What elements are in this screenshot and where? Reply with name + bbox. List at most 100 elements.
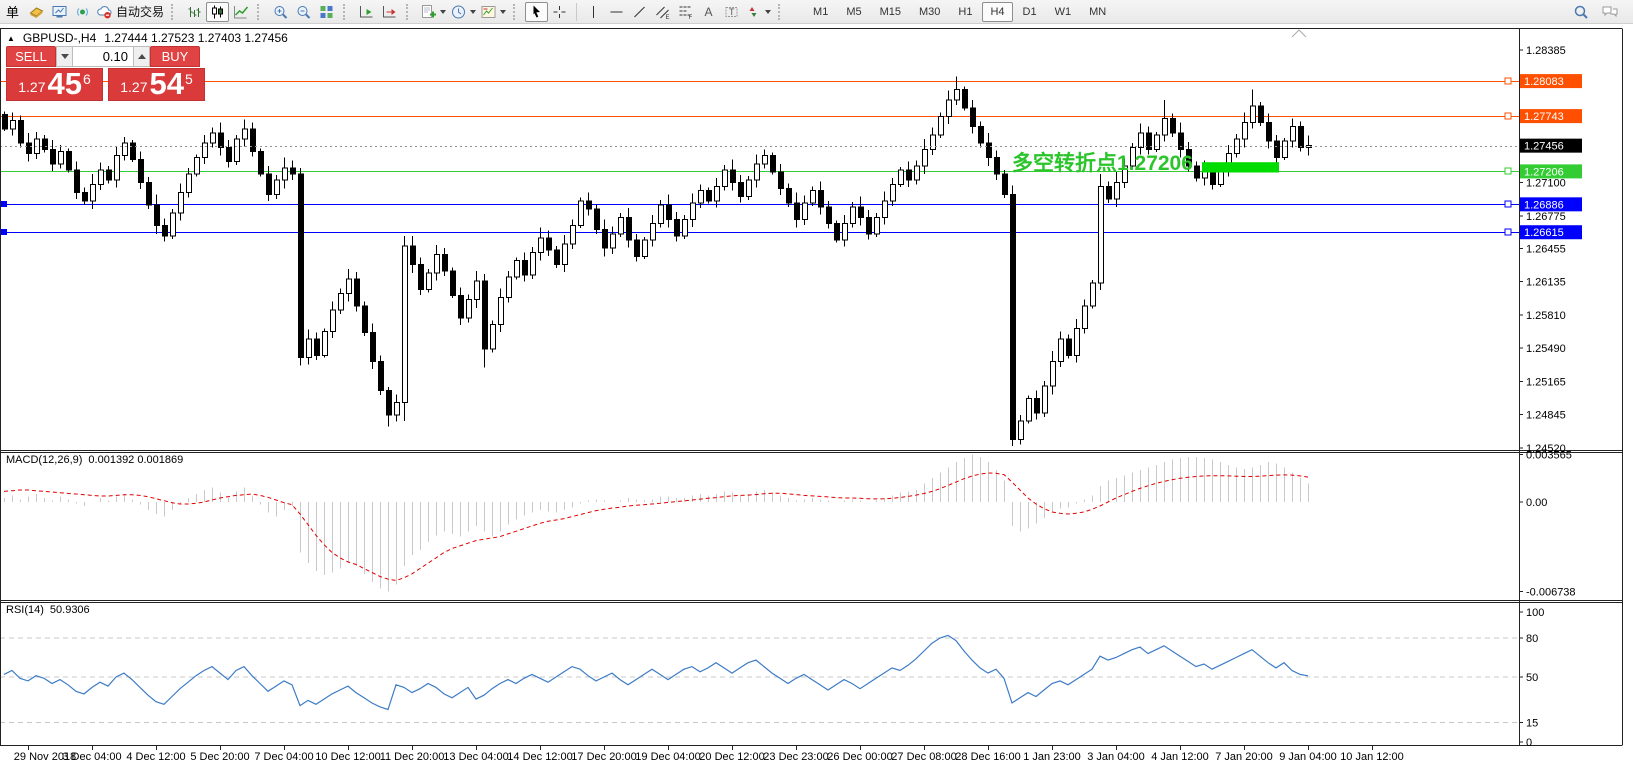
candle-body [722, 169, 728, 187]
timeframe-button-H4[interactable]: H4 [982, 1, 1013, 22]
new-order-button-label[interactable]: 单 [6, 5, 20, 20]
timeframe-button-W1[interactable]: W1 [1054, 5, 1072, 18]
candle-body [698, 190, 704, 204]
level-line-handle[interactable] [1504, 112, 1512, 120]
price-axis-label: 1.25490 [1526, 343, 1566, 355]
dropdown-caret-icon [500, 9, 507, 14]
level-line-handle[interactable] [1504, 77, 1512, 85]
level-line-handle[interactable] [1504, 167, 1512, 175]
auto-trading-cloud-icon [97, 5, 112, 18]
timeframe-button-M5[interactable]: M5 [846, 5, 862, 18]
candle-body [226, 146, 232, 163]
horizontal-line-tool-button[interactable] [605, 2, 628, 22]
candle-body [2, 113, 8, 130]
sell-button[interactable]: SELL [6, 46, 56, 67]
periods-button[interactable] [448, 2, 478, 22]
candle-body [754, 163, 760, 181]
candle-body [1114, 181, 1120, 200]
add-indicator-button[interactable] [418, 2, 448, 22]
line-chart-button[interactable] [229, 2, 252, 22]
candle-body [562, 243, 568, 266]
macd-indicator-label: MACD(12,26,9) 0.001392 0.001869 [6, 454, 183, 466]
candle-body [1010, 194, 1016, 441]
zoom-out-button[interactable] [292, 2, 315, 22]
level-line-handle[interactable] [1, 201, 7, 207]
level-line-handle[interactable] [1, 229, 7, 235]
horizontal-line-icon [610, 11, 623, 12]
crosshair-tool-button[interactable] [548, 2, 571, 22]
candle-body [114, 155, 120, 181]
timeframe-button-M15[interactable]: M15 [879, 5, 901, 18]
chat-icon[interactable] [1601, 4, 1619, 20]
candle-body [26, 142, 32, 154]
candle-body [1258, 105, 1264, 124]
market-watch-button[interactable] [48, 2, 71, 22]
zoom-in-icon [274, 5, 288, 19]
bar-chart-button[interactable] [183, 2, 206, 22]
chart-shift-button[interactable] [378, 2, 401, 22]
cursor-tool-button[interactable] [525, 1, 549, 22]
candle-body [682, 218, 688, 237]
chart-background [0, 28, 1633, 774]
candle-body [1058, 338, 1064, 362]
text-tool-button[interactable]: A [697, 2, 720, 22]
volume-decrease-button[interactable] [56, 46, 73, 67]
toolbar-separator [576, 2, 578, 21]
level-line-handle[interactable] [1504, 228, 1512, 236]
search-icon[interactable] [1573, 4, 1589, 20]
arrows-tool-button[interactable] [743, 2, 773, 22]
candle-body [522, 260, 528, 276]
templates-button[interactable] [478, 2, 508, 22]
trendline-icon [634, 6, 645, 17]
buy-button[interactable]: BUY [150, 46, 200, 67]
timeframe-button-MN[interactable]: MN [1089, 5, 1107, 18]
candle-body [314, 338, 320, 356]
candlestick-chart-button[interactable] [206, 1, 230, 22]
candle-body [154, 204, 160, 227]
text-label-tool-button[interactable]: T [720, 2, 743, 22]
candle-body [74, 169, 80, 194]
price-badge-label: 1.27743 [1524, 111, 1564, 123]
rsi-axis-label: 80 [1526, 633, 1538, 645]
rsi-axis-label: 50 [1526, 672, 1538, 684]
candle-body [970, 107, 976, 128]
annotation-text[interactable]: 多空转折点1.27206 [1012, 151, 1193, 175]
rsi-line [3, 634, 1309, 711]
candle-body [354, 278, 360, 307]
zoom-in-button[interactable] [269, 2, 292, 22]
candle-body [1106, 185, 1112, 200]
vertical-line-tool-button[interactable] [582, 2, 605, 22]
sell-price-display[interactable]: 1.27 45 6 [6, 68, 103, 101]
signal-button[interactable] [71, 2, 94, 22]
time-axis-label: 27 Dec 08:00 [891, 751, 957, 763]
ohlc-bars-icon [188, 6, 201, 17]
highlight-zone[interactable] [1202, 162, 1279, 173]
volume-increase-button[interactable] [133, 46, 150, 67]
new-order-button[interactable] [25, 2, 48, 22]
toolbar-right-group [1573, 4, 1629, 20]
price-axis-label: 1.24845 [1526, 409, 1566, 421]
level-line-handle[interactable] [1504, 200, 1512, 208]
timeframe-button-M1[interactable]: M1 [813, 5, 829, 18]
timeframe-button-H1[interactable]: H1 [958, 5, 973, 18]
tile-windows-button[interactable] [315, 2, 338, 22]
candle-body [954, 89, 960, 101]
channel-tool-button[interactable]: E [651, 2, 674, 22]
volume-input[interactable] [73, 46, 133, 67]
rsi-axis-label: 15 [1526, 718, 1538, 730]
auto-scroll-button[interactable] [355, 2, 378, 22]
trendline-tool-button[interactable] [628, 2, 651, 22]
auto-trading-button[interactable]: 自动交易 [94, 2, 166, 22]
candle-body [826, 206, 832, 224]
fibonacci-tool-button[interactable]: F [674, 2, 697, 22]
timeframe-button-D1[interactable]: D1 [1022, 5, 1037, 18]
timeframe-button-M30[interactable]: M30 [919, 5, 941, 18]
toolbar-grip [257, 3, 264, 20]
candle-body [578, 200, 584, 227]
buy-price-display[interactable]: 1.27 54 5 [108, 68, 205, 101]
clock-icon [452, 5, 466, 18]
candle-body [42, 138, 48, 150]
candle-body [1194, 165, 1200, 179]
candle-body [194, 157, 200, 175]
